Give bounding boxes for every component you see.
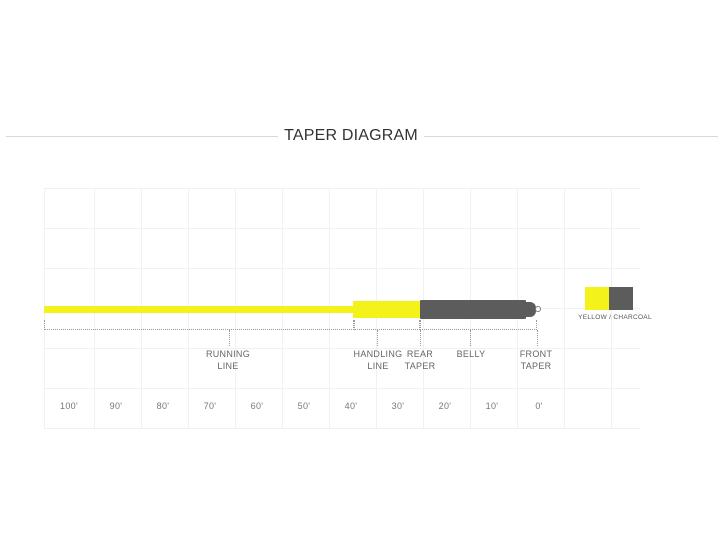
heading-rule-left xyxy=(6,136,278,137)
distance-label: 20' xyxy=(425,401,465,411)
section-label-running: RUNNING LINE xyxy=(193,348,263,372)
distance-label: 60' xyxy=(237,401,277,411)
head-bracket xyxy=(420,320,537,330)
distance-label: 80' xyxy=(143,401,183,411)
section-label-belly: BELLY xyxy=(436,348,506,360)
distance-label: 30' xyxy=(378,401,418,411)
handling-line-segment xyxy=(353,301,421,318)
distance-label: 90' xyxy=(96,401,136,411)
heading-title: TAPER DIAGRAM xyxy=(278,124,424,148)
handling-line-bracket xyxy=(354,320,420,330)
distance-label: 50' xyxy=(284,401,324,411)
distance-label: 10' xyxy=(472,401,512,411)
belly-leader xyxy=(470,330,471,346)
running-line-bracket xyxy=(44,320,354,330)
running-line-leader xyxy=(229,330,230,346)
distance-label: 40' xyxy=(331,401,371,411)
section-label-front-taper: FRONT TAPER xyxy=(501,348,571,372)
distance-label: 100' xyxy=(49,401,89,411)
welded-loop-icon xyxy=(535,306,541,312)
swatch-charcoal xyxy=(609,287,633,310)
handling-line-leader xyxy=(377,330,378,346)
taper-diagram-heading: TAPER DIAGRAM xyxy=(6,124,718,148)
heading-rule-right xyxy=(424,136,718,137)
running-line-segment xyxy=(44,306,354,313)
swatch-yellow xyxy=(585,287,609,310)
color-option-label: YELLOW / CHARCOAL xyxy=(560,314,670,321)
rear-taper-leader xyxy=(420,330,421,346)
front-taper-leader xyxy=(537,330,538,346)
belly-segment xyxy=(420,300,526,319)
distance-label: 70' xyxy=(190,401,230,411)
distance-label: 0' xyxy=(519,401,559,411)
